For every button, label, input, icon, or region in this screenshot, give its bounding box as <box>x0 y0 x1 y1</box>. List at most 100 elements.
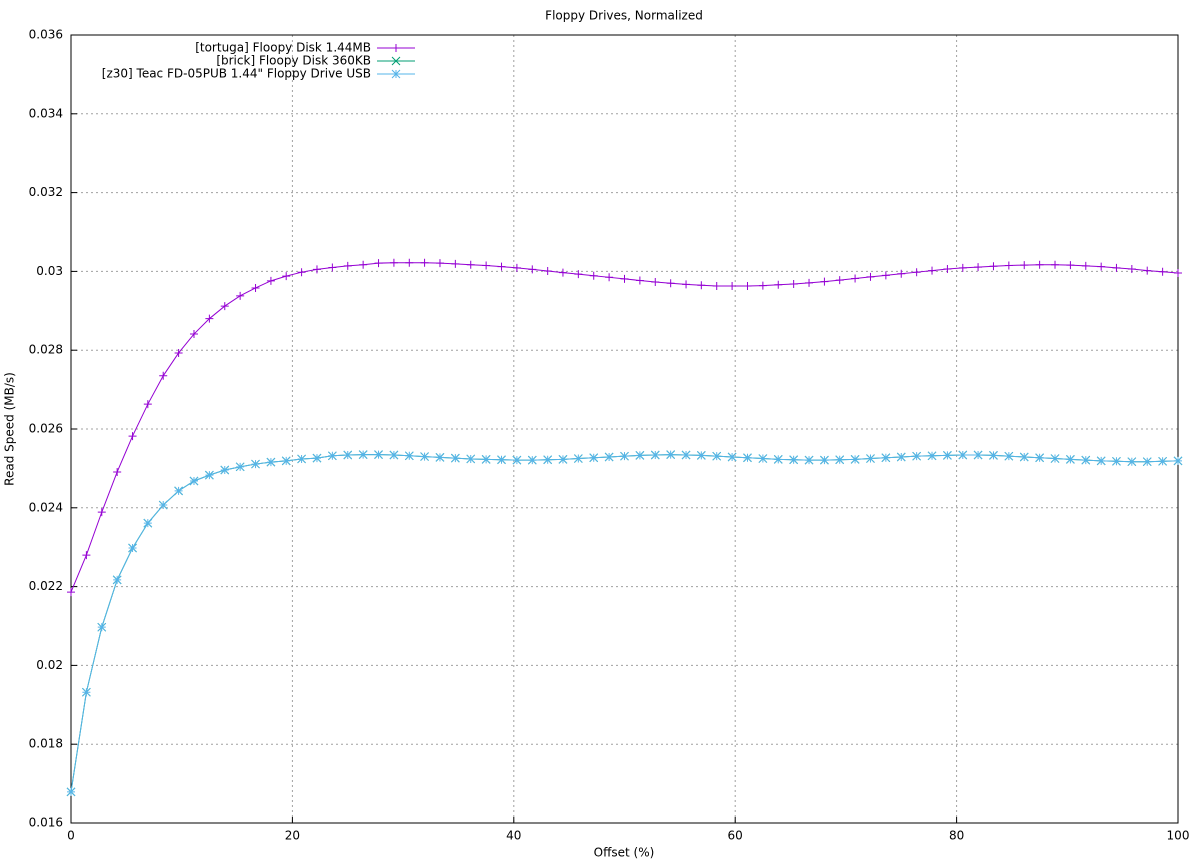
point-marker <box>589 271 598 280</box>
point-marker <box>558 268 567 277</box>
legend-marker <box>392 44 400 52</box>
point-marker <box>481 454 491 464</box>
point-marker <box>897 269 906 278</box>
point-marker <box>512 455 522 465</box>
point-marker <box>143 400 152 409</box>
point-marker <box>835 455 845 465</box>
x-tick-label: 60 <box>728 829 743 843</box>
point-marker <box>635 276 644 285</box>
point-marker <box>820 455 829 465</box>
point-marker <box>1066 261 1075 270</box>
point-marker <box>743 453 752 463</box>
point-marker <box>281 456 291 466</box>
point-marker <box>1127 457 1137 467</box>
point-marker <box>189 476 199 486</box>
point-marker <box>174 348 183 357</box>
point-marker <box>682 280 691 289</box>
point-marker <box>1051 260 1060 269</box>
point-marker <box>112 575 122 585</box>
point-marker <box>835 276 844 285</box>
point-marker <box>435 453 445 462</box>
series-line <box>70 454 1179 792</box>
point-marker <box>174 486 183 496</box>
point-marker <box>773 454 783 464</box>
legend-marker <box>391 69 401 79</box>
point-marker <box>1142 457 1152 467</box>
point-marker <box>82 687 91 697</box>
point-marker <box>66 787 76 797</box>
point-marker <box>128 543 137 553</box>
point-marker <box>251 283 260 292</box>
point-marker <box>328 451 337 461</box>
point-marker <box>236 291 245 300</box>
point-marker <box>189 330 198 339</box>
point-marker <box>527 455 537 465</box>
point-marker <box>451 259 460 268</box>
y-tick-label: 0.018 <box>29 737 63 751</box>
point-marker <box>420 258 429 267</box>
point-marker <box>912 268 921 277</box>
point-marker <box>543 267 552 276</box>
point-marker <box>1066 454 1075 464</box>
point-marker <box>850 454 860 464</box>
point-marker <box>712 451 722 461</box>
point-marker <box>97 622 107 632</box>
point-marker <box>604 452 614 462</box>
point-marker <box>205 470 214 480</box>
point-marker <box>205 314 214 323</box>
point-marker <box>1127 265 1136 274</box>
y-tick-label: 0.024 <box>29 500 63 514</box>
point-marker <box>389 450 399 460</box>
y-tick-label: 0.034 <box>29 106 63 120</box>
point-marker <box>712 281 721 290</box>
point-marker <box>374 259 383 268</box>
y-tick-label: 0.032 <box>29 185 63 199</box>
point-marker <box>605 273 614 282</box>
point-marker <box>405 258 414 267</box>
point-marker <box>820 277 829 286</box>
point-marker <box>1143 266 1152 275</box>
y-tick-label: 0.022 <box>29 579 63 593</box>
point-marker <box>805 278 814 287</box>
point-marker <box>435 259 444 268</box>
point-marker <box>804 455 814 465</box>
point-marker <box>1004 261 1013 270</box>
x-tick-label: 20 <box>285 829 300 843</box>
point-marker <box>466 260 475 269</box>
point-marker <box>666 279 675 288</box>
point-marker <box>789 455 799 465</box>
point-marker <box>282 272 291 281</box>
x-axis-label: Offset (%) <box>594 846 655 860</box>
point-marker <box>943 265 952 274</box>
point-marker <box>651 278 660 287</box>
point-marker <box>159 371 168 380</box>
point-marker <box>1097 262 1106 271</box>
point-marker <box>912 451 921 461</box>
point-marker <box>1174 268 1182 277</box>
point-marker <box>266 276 275 285</box>
point-marker <box>220 302 229 311</box>
point-marker <box>589 453 599 463</box>
point-marker <box>927 451 937 461</box>
point-marker <box>974 263 983 272</box>
point-marker <box>1158 456 1167 466</box>
point-marker <box>697 281 706 290</box>
point-marker <box>1035 260 1044 269</box>
point-marker <box>358 450 368 459</box>
point-marker <box>497 262 506 271</box>
point-marker <box>466 454 476 464</box>
point-marker <box>973 450 983 460</box>
point-marker <box>958 450 968 460</box>
point-marker <box>574 270 583 279</box>
point-marker <box>297 268 306 277</box>
point-marker <box>758 281 767 290</box>
y-axis-label: Read Speed (MB/s) <box>3 372 17 486</box>
point-marker <box>82 551 91 560</box>
point-marker <box>1112 456 1121 466</box>
y-tick-label: 0.016 <box>29 816 63 830</box>
point-marker <box>497 455 506 465</box>
point-marker <box>666 450 676 459</box>
point-marker <box>1096 456 1106 466</box>
point-marker <box>1173 456 1183 466</box>
